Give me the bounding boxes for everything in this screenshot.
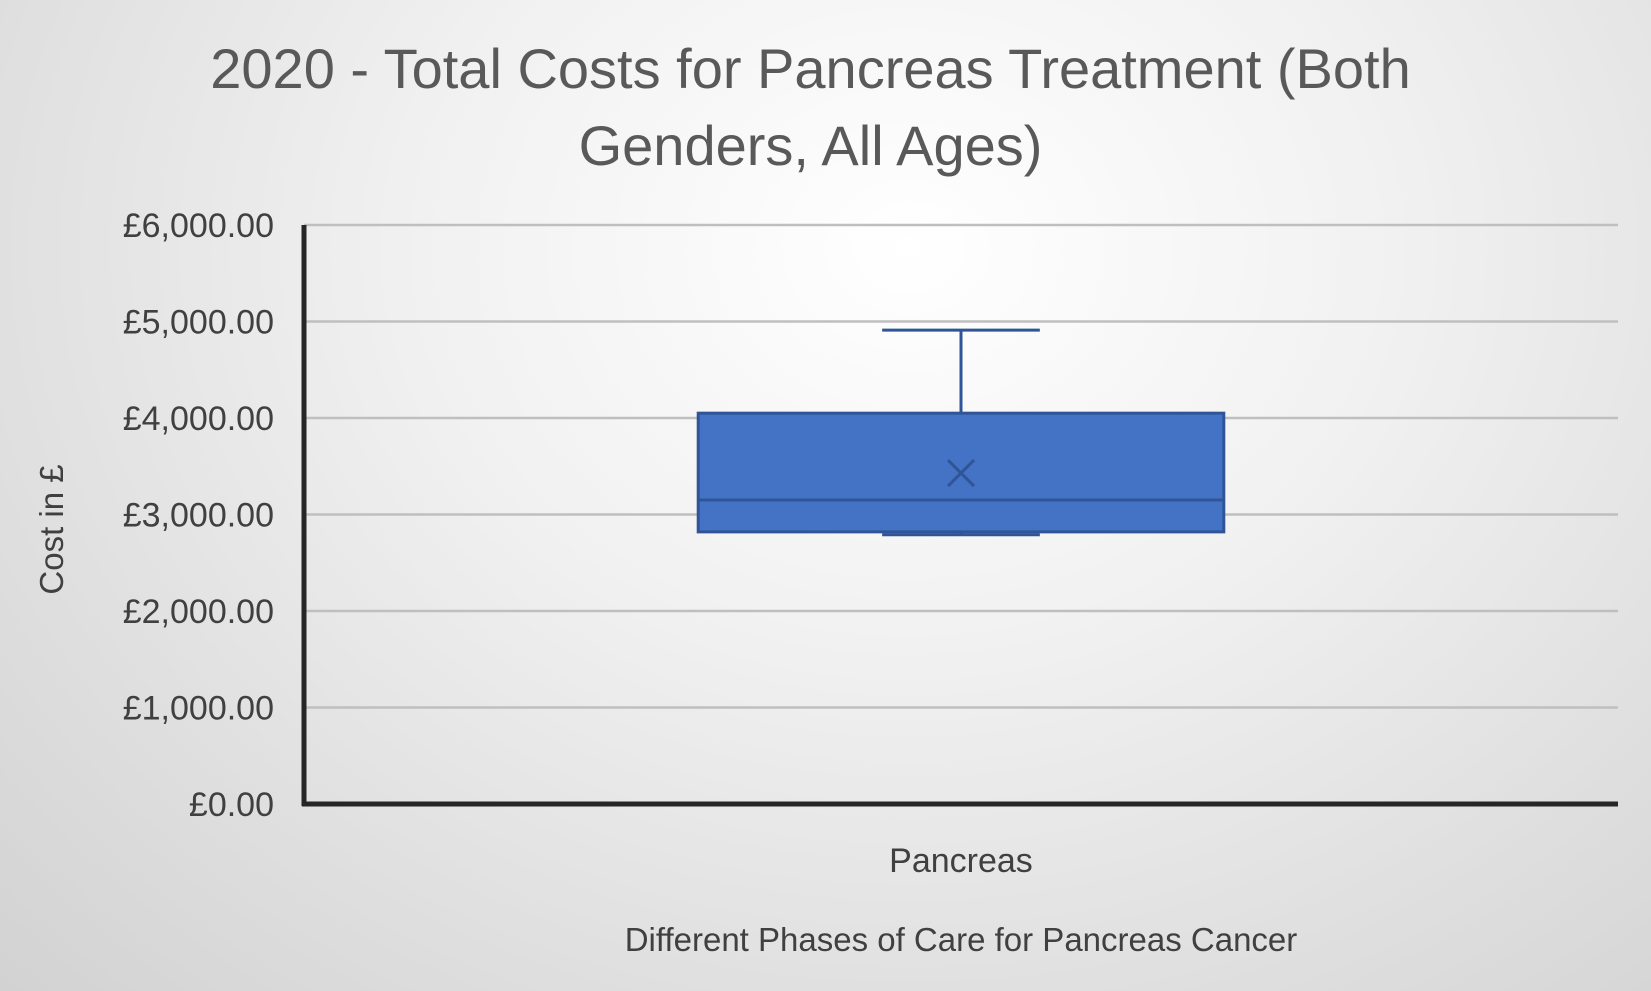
y-tick-labels: £0.00 £1,000.00 £2,000.00 £3,000.00 £4,000.0… [123,207,274,824]
y-tick-label-5000: £5,000.00 [123,304,274,342]
y-tick-label-2000: £2,000.00 [123,593,274,631]
chart-title-line-1: 2020 - Total Costs for Pancreas Treatmen… [210,37,1411,100]
box-plot [696,328,1226,537]
chart-title-line-2: Genders, All Ages) [578,114,1043,177]
x-tick-label-pancreas: Pancreas [889,842,1033,880]
x-axis-title: Different Phases of Care for Pancreas Ca… [625,921,1298,958]
y-axis-title: Cost in £ [33,464,70,594]
y-tick-label-3000: £3,000.00 [123,497,274,535]
y-tick-label-1000: £1,000.00 [123,690,274,728]
y-tick-label-0: £0.00 [189,786,274,824]
mean-marker-stroke-b [946,458,976,488]
y-tick-label-6000: £6,000.00 [123,207,274,245]
axes [301,225,1618,807]
mean-marker [946,458,976,488]
chart-title: 2020 - Total Costs for Pancreas Treatmen… [0,30,1651,184]
y-tick-label-4000: £4,000.00 [123,400,274,438]
